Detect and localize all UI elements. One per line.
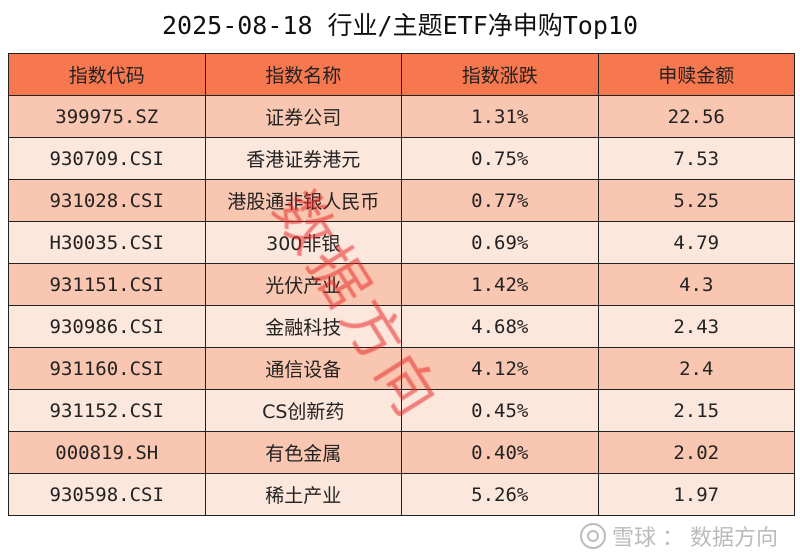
net-amount-cell: 1.97 xyxy=(597,473,795,516)
index-name-cell: 有色金属 xyxy=(204,431,402,474)
index-change-cell: 0.40% xyxy=(401,431,599,474)
index-name-cell: 证券公司 xyxy=(204,95,402,138)
column-header: 指数涨跌 xyxy=(401,53,599,96)
page-title: 2025-08-18 行业/主题ETF净申购Top10 xyxy=(161,11,639,40)
index-change-cell: 4.12% xyxy=(401,347,599,390)
index-code-cell: 930598.CSI xyxy=(8,473,206,516)
net-amount-cell: 2.02 xyxy=(597,431,795,474)
index-name-cell: 金融科技 xyxy=(204,305,402,348)
column-header: 指数代码 xyxy=(8,53,206,96)
net-amount-cell: 22.56 xyxy=(597,95,795,138)
table-row: 930986.CSI 金融科技 4.68% 2.43 xyxy=(8,305,795,348)
index-code-cell: 399975.SZ xyxy=(8,95,206,138)
index-change-cell: 0.45% xyxy=(401,389,599,432)
index-code-cell: 930709.CSI xyxy=(8,137,206,180)
index-name-cell: CS创新药 xyxy=(204,389,402,432)
index-change-cell: 1.42% xyxy=(401,263,599,306)
index-change-cell: 1.31% xyxy=(401,95,599,138)
table-row: 931152.CSI CS创新药 0.45% 2.15 xyxy=(8,389,795,432)
index-change-cell: 4.68% xyxy=(401,305,599,348)
column-header: 申赎金额 xyxy=(597,53,795,96)
footer-author: 数据方向 xyxy=(689,526,778,551)
index-code-cell: 931160.CSI xyxy=(8,347,206,390)
table-row: 931151.CSI 光伏产业 1.42% 4.3 xyxy=(8,263,795,306)
table-row: 930709.CSI 香港证券港元 0.75% 7.53 xyxy=(8,137,795,180)
index-name-cell: 通信设备 xyxy=(204,347,402,390)
table-row: 931160.CSI 通信设备 4.12% 2.4 xyxy=(8,347,795,390)
index-change-cell: 0.77% xyxy=(401,179,599,222)
etf-table: 指数代码 指数名称 指数涨跌 申赎金额 399975.SZ 证券公司 1.31% 22.56… xyxy=(8,53,795,516)
index-change-cell: 0.69% xyxy=(401,221,599,264)
table-row: 930598.CSI 稀土产业 5.26% 1.97 xyxy=(8,473,795,516)
column-header: 指数名称 xyxy=(204,53,402,96)
index-code-cell: 000819.SH xyxy=(8,431,206,474)
index-name-cell: 光伏产业 xyxy=(204,263,402,306)
net-amount-cell: 5.25 xyxy=(597,179,795,222)
net-amount-cell: 2.15 xyxy=(597,389,795,432)
index-change-cell: 5.26% xyxy=(401,473,599,516)
net-amount-cell: 2.4 xyxy=(597,347,795,390)
net-amount-cell: 4.3 xyxy=(597,263,795,306)
table-row: 931028.CSI 港股通非银人民币 0.77% 5.25 xyxy=(8,179,795,222)
index-code-cell: 931152.CSI xyxy=(8,389,206,432)
table-row: 399975.SZ 证券公司 1.31% 22.56 xyxy=(8,95,795,138)
index-name-cell: 港股通非银人民币 xyxy=(204,179,402,222)
snowball-logo-icon xyxy=(579,523,606,549)
net-amount-cell: 4.79 xyxy=(597,221,795,264)
index-code-cell: H30035.CSI xyxy=(8,221,206,264)
net-amount-cell: 7.53 xyxy=(597,137,795,180)
index-code-cell: 931151.CSI xyxy=(8,263,206,306)
index-change-cell: 0.75% xyxy=(401,137,599,180)
index-name-cell: 300非银 xyxy=(204,221,402,264)
index-name-cell: 稀土产业 xyxy=(204,473,402,516)
index-code-cell: 930986.CSI xyxy=(8,305,206,348)
footer-brand: 雪球 xyxy=(611,526,656,551)
index-code-cell: 931028.CSI xyxy=(8,179,206,222)
table-row: H30035.CSI 300非银 0.69% 4.79 xyxy=(8,221,795,264)
net-amount-cell: 2.43 xyxy=(597,305,795,348)
table-header-row: 指数代码 指数名称 指数涨跌 申赎金额 xyxy=(8,53,795,96)
table-row: 000819.SH 有色金属 0.40% 2.02 xyxy=(8,431,795,474)
footer: 雪球 ： 数据方向 xyxy=(579,520,778,552)
index-name-cell: 香港证券港元 xyxy=(204,137,402,180)
footer-separator: ： xyxy=(661,526,684,551)
